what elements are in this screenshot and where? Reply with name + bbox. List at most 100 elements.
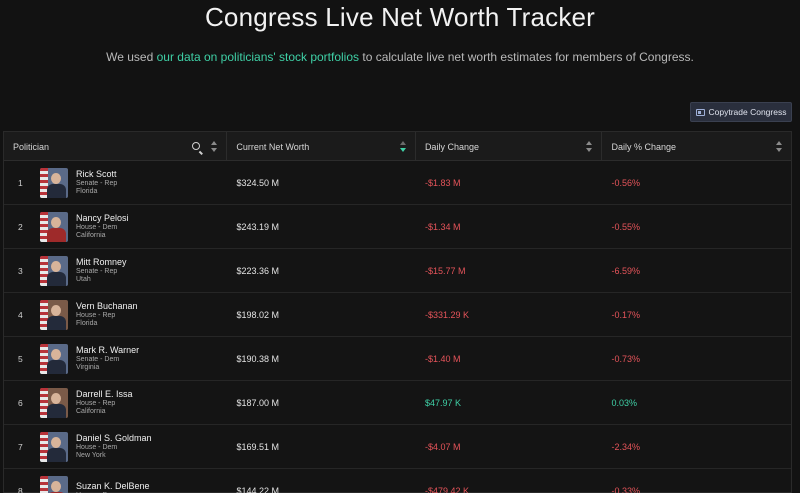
portrait-head — [51, 480, 61, 492]
search-icon[interactable] — [192, 142, 201, 150]
copytrade-label: Copytrade Congress — [708, 107, 787, 117]
copytrade-congress-button[interactable]: Copytrade Congress — [690, 102, 792, 122]
politician-chamber: Senate - Rep — [76, 267, 118, 275]
copytrade-icon — [695, 108, 705, 116]
net-worth-table: Politician Current Net Worth Daily Chang… — [3, 131, 792, 493]
table-row[interactable]: 4 Vern Buchanan House - Rep Florida $198… — [4, 293, 791, 337]
daily-pct-change-cell: -0.73% — [611, 353, 641, 364]
politician-cell: 2 Nancy Pelosi House - Dem California — [4, 205, 227, 249]
politician-info: Daniel S. Goldman House - Dem New York — [76, 433, 152, 459]
net-worth-cell: $169.51 M — [236, 441, 279, 452]
net-worth-cell: $190.38 M — [236, 353, 279, 364]
flag-icon — [40, 343, 48, 374]
net-worth-cell: $243.19 M — [236, 221, 279, 232]
portrait-body — [47, 447, 66, 462]
net-worth-cell: $198.02 M — [236, 309, 279, 320]
rank: 6 — [18, 397, 23, 408]
avatar[interactable] — [40, 299, 68, 330]
avatar[interactable] — [40, 431, 68, 462]
politician-chamber: House - Dem — [76, 223, 118, 231]
page-subtitle: We used our data on politicians' stock p… — [0, 50, 800, 64]
portrait-head — [51, 304, 61, 316]
daily-pct-change-cell: -0.55% — [611, 221, 641, 232]
portfolio-data-link[interactable]: our data on politicians' stock portfolio… — [156, 50, 360, 64]
avatar[interactable] — [40, 343, 68, 374]
table-row[interactable]: 2 Nancy Pelosi House - Dem California $2… — [4, 205, 791, 249]
politician-state: Utah — [76, 275, 91, 283]
avatar[interactable] — [40, 211, 68, 242]
flag-icon — [40, 255, 48, 286]
avatar[interactable] — [40, 387, 68, 418]
table-body: 1 Rick Scott Senate - Rep Florida $324.5… — [4, 161, 791, 493]
sort-icon[interactable] — [211, 141, 218, 152]
daily-change-cell: -$1.83 M — [424, 177, 461, 188]
daily-change-cell: $47.97 K — [424, 397, 461, 408]
column-header-politician[interactable]: Politician — [4, 132, 228, 161]
daily-change-cell: -$15.77 M — [424, 265, 466, 276]
sort-descending-icon[interactable] — [399, 141, 406, 152]
politician-chamber: Senate - Dem — [76, 355, 120, 363]
politician-name[interactable]: Mark R. Warner — [76, 345, 140, 356]
politician-name[interactable]: Mitt Romney — [76, 257, 127, 268]
portrait-head — [51, 216, 61, 228]
portrait-head — [51, 392, 61, 404]
daily-pct-change-cell: -6.59% — [611, 265, 641, 276]
avatar[interactable] — [40, 475, 68, 493]
politician-state: Virginia — [76, 363, 100, 371]
rank: 5 — [18, 353, 23, 364]
avatar[interactable] — [40, 167, 68, 198]
politician-cell: 5 Mark R. Warner Senate - Dem Virginia — [4, 337, 227, 381]
daily-pct-change-cell: 0.03% — [611, 397, 638, 408]
politician-state: New York — [76, 451, 106, 459]
daily-change-cell: -$1.34 M — [424, 221, 461, 232]
politician-name[interactable]: Daniel S. Goldman — [76, 433, 152, 444]
daily-pct-change-cell: -0.56% — [611, 177, 641, 188]
portrait-head — [51, 348, 61, 360]
politician-chamber: House - Dem — [76, 443, 118, 451]
politician-chamber: Senate - Rep — [76, 179, 118, 187]
portrait-body — [47, 227, 66, 242]
column-header-daily-change[interactable]: Daily Change — [416, 132, 603, 161]
column-header-daily-pct-change[interactable]: Daily % Change — [602, 132, 791, 161]
rank: 8 — [18, 485, 23, 493]
table-row[interactable]: 8 Suzan K. DelBene House - Dem $144.22 M… — [4, 469, 791, 493]
politician-info: Vern Buchanan House - Rep Florida — [76, 301, 138, 327]
sort-icon[interactable] — [586, 141, 593, 152]
politician-state: Florida — [76, 319, 98, 327]
column-label: Daily Change — [424, 141, 479, 152]
politician-info: Darrell E. Issa House - Rep California — [76, 389, 133, 415]
rank: 4 — [18, 309, 23, 320]
portrait-body — [47, 271, 66, 286]
column-header-net-worth[interactable]: Current Net Worth — [227, 132, 416, 161]
table-row[interactable]: 6 Darrell E. Issa House - Rep California… — [4, 381, 791, 425]
politician-name[interactable]: Suzan K. DelBene — [76, 481, 150, 492]
table-row[interactable]: 5 Mark R. Warner Senate - Dem Virginia $… — [4, 337, 791, 381]
politician-cell: 7 Daniel S. Goldman House - Dem New York — [4, 425, 227, 469]
sort-icon[interactable] — [775, 141, 782, 152]
rank: 7 — [18, 441, 23, 452]
politician-info: Mitt Romney Senate - Rep Utah — [76, 257, 127, 283]
politician-cell: 6 Darrell E. Issa House - Rep California — [4, 381, 227, 425]
politician-name[interactable]: Rick Scott — [76, 169, 117, 180]
politician-state: California — [76, 231, 106, 239]
politician-chamber: House - Rep — [76, 311, 116, 319]
page-title: Congress Live Net Worth Tracker — [204, 2, 596, 32]
daily-pct-change-cell: -0.33% — [611, 485, 641, 493]
politician-name[interactable]: Nancy Pelosi — [76, 213, 129, 224]
politician-info: Rick Scott Senate - Rep Florida — [76, 169, 117, 195]
column-label: Politician — [13, 141, 50, 152]
subtitle-prefix: We used — [106, 50, 157, 64]
politician-name[interactable]: Vern Buchanan — [76, 301, 138, 312]
rank: 3 — [18, 265, 23, 276]
portrait-body — [47, 359, 66, 374]
table-row[interactable]: 3 Mitt Romney Senate - Rep Utah $223.36 … — [4, 249, 791, 293]
table-row[interactable]: 1 Rick Scott Senate - Rep Florida $324.5… — [4, 161, 791, 205]
table-header: Politician Current Net Worth Daily Chang… — [4, 132, 791, 161]
table-row[interactable]: 7 Daniel S. Goldman House - Dem New York… — [4, 425, 791, 469]
subtitle-suffix: to calculate live net worth estimates fo… — [359, 50, 694, 64]
avatar[interactable] — [40, 255, 68, 286]
net-worth-cell: $223.36 M — [236, 265, 279, 276]
politician-name[interactable]: Darrell E. Issa — [76, 389, 133, 400]
politician-info: Nancy Pelosi House - Dem California — [76, 213, 129, 239]
column-label: Current Net Worth — [236, 141, 310, 152]
